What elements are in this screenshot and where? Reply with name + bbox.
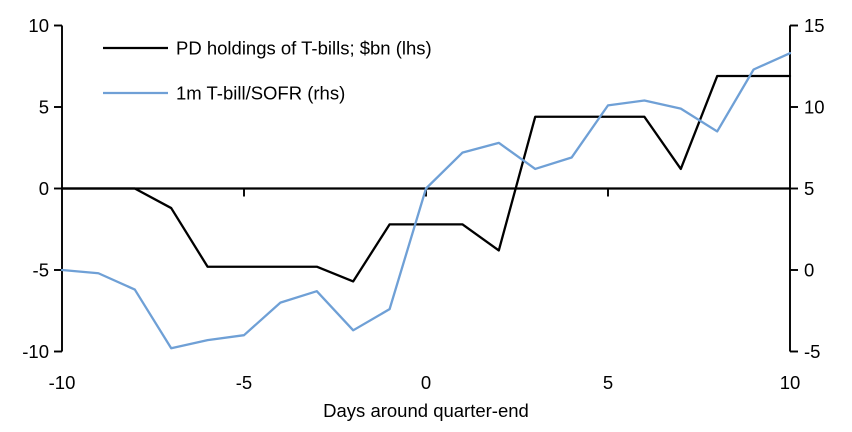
x-axis-tick-label: -10 bbox=[49, 372, 76, 393]
y-axis-left-tick-label: 10 bbox=[28, 15, 49, 36]
y-axis-left-tick-label: 5 bbox=[39, 97, 49, 118]
y-axis-left-tick-label: -10 bbox=[22, 341, 49, 362]
series-line-1 bbox=[60, 52, 792, 350]
y-axis-right-tick-label: 0 bbox=[804, 260, 814, 281]
x-axis-tick-label: 5 bbox=[603, 372, 613, 393]
x-axis-tick-label: 10 bbox=[780, 372, 801, 393]
y-axis-right-tick-label: 15 bbox=[804, 15, 825, 36]
y-axis-left-tick-label: -5 bbox=[33, 260, 49, 281]
x-axis-tick-label: 0 bbox=[421, 372, 431, 393]
legend-label-1: 1m T-bill/SOFR (rhs) bbox=[176, 83, 345, 104]
y-axis-right-tick-label: -5 bbox=[804, 341, 820, 362]
x-axis-tick-label: -5 bbox=[236, 372, 252, 393]
series-line-0 bbox=[60, 74, 792, 283]
y-axis-right-tick-label: 5 bbox=[804, 178, 814, 199]
legend-label-0: PD holdings of T-bills; $bn (lhs) bbox=[176, 38, 432, 59]
y-axis-right-tick-label: 10 bbox=[804, 97, 825, 118]
y-axis-left-tick-label: 0 bbox=[39, 178, 49, 199]
x-axis-title: Days around quarter-end bbox=[323, 400, 529, 421]
